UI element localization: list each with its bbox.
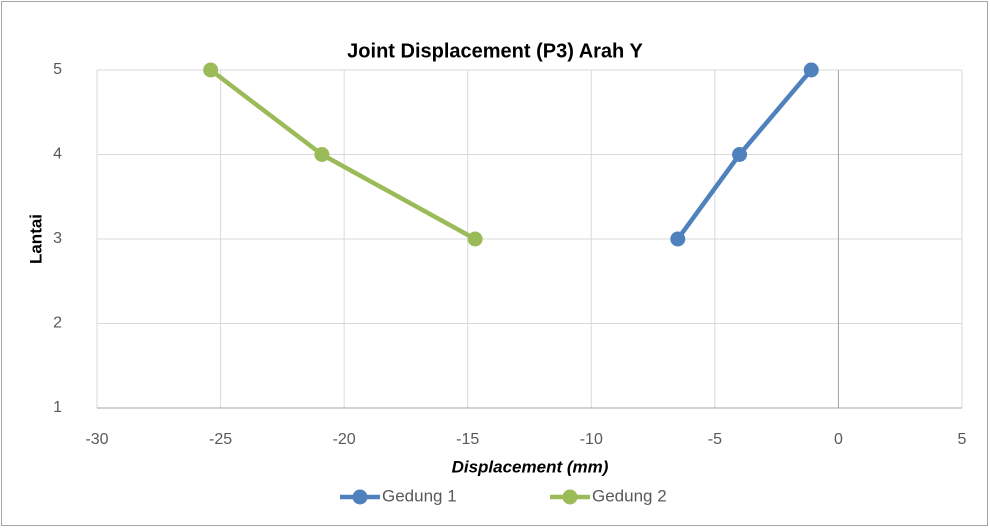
- data-point: [314, 147, 330, 162]
- data-point: [203, 62, 219, 78]
- y-tick-label: 4: [53, 146, 62, 163]
- data-point: [670, 231, 686, 247]
- legend-marker: [352, 489, 368, 505]
- legend-marker: [562, 489, 578, 505]
- x-tick-label: -15: [456, 431, 479, 448]
- x-axis-title: Displacement (mm): [452, 457, 609, 476]
- data-point: [467, 231, 483, 247]
- y-axis-title: Lantai: [26, 214, 45, 264]
- data-point: [803, 62, 819, 78]
- legend-label: Gedung 2: [592, 486, 667, 505]
- y-tick-label: 1: [53, 399, 62, 416]
- x-tick-label: -30: [85, 431, 108, 448]
- x-tick-label: -20: [333, 431, 356, 448]
- x-tick-label: -5: [708, 431, 722, 448]
- y-tick-label: 5: [53, 61, 62, 78]
- legend-label: Gedung 1: [382, 486, 457, 505]
- data-point: [732, 147, 748, 162]
- x-tick-label: 0: [834, 431, 843, 448]
- y-tick-label: 3: [53, 230, 62, 247]
- y-tick-label: 2: [53, 315, 62, 332]
- x-tick-label: 5: [958, 431, 967, 448]
- chart-title: Joint Displacement (P3) Arah Y: [347, 40, 643, 62]
- x-tick-label: -25: [209, 431, 232, 448]
- x-tick-label: -10: [580, 431, 603, 448]
